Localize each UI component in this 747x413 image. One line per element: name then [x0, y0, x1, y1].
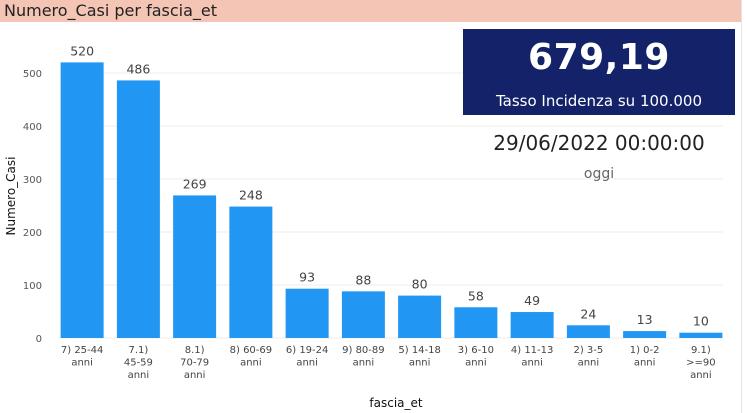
- x-category-label: 7.1) 45-59 anni: [124, 345, 153, 381]
- bar: [566, 325, 610, 338]
- y-tick-label: 400: [23, 122, 42, 133]
- y-tick-label: 100: [23, 281, 42, 292]
- x-category-label: 5) 14-18 anni: [398, 345, 441, 369]
- bar-labels: 520 486 269 248 93 88 80 58 49 24 13 10: [70, 43, 709, 328]
- x-category-label: 2) 3-5 anni: [573, 345, 603, 369]
- bar: [454, 307, 498, 338]
- bar-value-label: 269: [183, 176, 207, 191]
- x-category-label: 1) 0-2 anni: [630, 345, 660, 369]
- bar: [229, 206, 273, 338]
- chart-header: Numero_Casi per fascia_et: [0, 0, 742, 22]
- bar-value-label: 248: [239, 188, 263, 203]
- bar-value-label: 13: [637, 312, 653, 327]
- bar-value-label: 93: [299, 270, 315, 285]
- y-tick-label: 200: [23, 228, 42, 239]
- bar-value-label: 24: [580, 306, 596, 321]
- bar-value-label: 10: [693, 314, 709, 329]
- bar: [510, 312, 554, 338]
- bar-chart: 0 100 200 300 400 500 520 486 269 248 93 88 80 58 49 2…: [4, 43, 723, 410]
- x-axis-categories: 7) 25-44 anni 7.1) 45-59 anni 8.1) 70-79 anni 8)…: [61, 345, 716, 381]
- bar: [341, 291, 385, 338]
- x-category-label: 3) 6-10 anni: [458, 345, 494, 369]
- bar-value-label: 49: [524, 293, 540, 308]
- bar: [679, 332, 723, 338]
- x-category-label: 8) 60-69 anni: [230, 345, 273, 369]
- x-category-label: 8.1) 70-79 anni: [180, 345, 209, 381]
- x-category-label: 4) 11-13 anni: [511, 345, 554, 369]
- bar: [60, 62, 104, 339]
- x-category-label: 9.1) >=90 anni: [686, 345, 715, 381]
- x-axis-title: fascia_et: [369, 396, 422, 410]
- x-category-label: 7) 25-44 anni: [61, 345, 104, 369]
- bar: [285, 288, 329, 338]
- y-axis-ticks: 0 100 200 300 400 500: [23, 69, 42, 345]
- bar: [116, 80, 160, 339]
- y-tick-label: 300: [23, 175, 42, 186]
- bar: [398, 295, 442, 338]
- bar-value-label: 88: [355, 272, 371, 287]
- bar: [173, 195, 217, 338]
- y-tick-label: 0: [36, 334, 42, 345]
- kpi-label: Tasso Incidenza su 100.000: [495, 92, 702, 110]
- y-tick-label: 500: [23, 69, 42, 80]
- panel-edge: [741, 0, 747, 413]
- kpi-card: 679,19 Tasso Incidenza su 100.000: [463, 29, 735, 115]
- bar-value-label: 486: [126, 61, 150, 76]
- bar-value-label: 520: [70, 43, 94, 58]
- date-caption: oggi: [583, 166, 615, 182]
- kpi-value: 679,19: [528, 37, 670, 78]
- date-value: 29/06/2022 00:00:00: [493, 131, 705, 155]
- bar-value-label: 80: [412, 277, 428, 292]
- x-category-label: 6) 19-24 anni: [286, 345, 329, 369]
- bar-value-label: 58: [468, 288, 484, 303]
- x-category-label: 9) 80-89 anni: [342, 345, 385, 369]
- bars: [60, 62, 723, 339]
- chart-title: Numero_Casi per fascia_et: [4, 1, 217, 20]
- y-axis-title: Numero_Casi: [4, 157, 18, 236]
- bar: [623, 331, 667, 338]
